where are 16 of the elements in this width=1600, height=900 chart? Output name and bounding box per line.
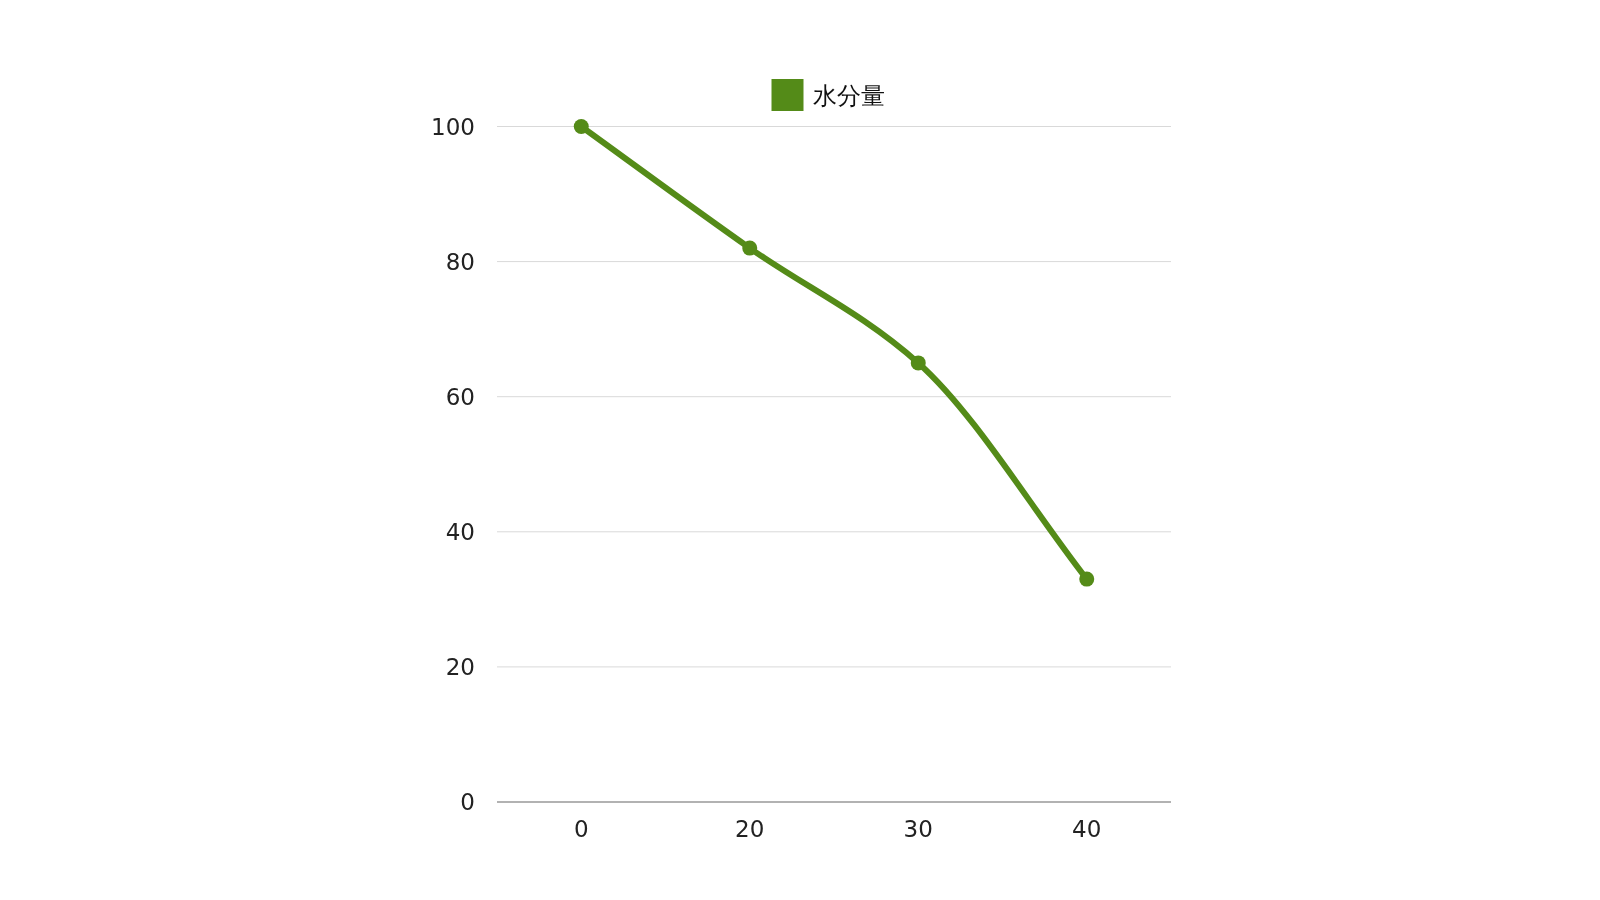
point bbox=[1079, 571, 1095, 587]
x-tick-label: 40 bbox=[1072, 816, 1102, 842]
y-tick-label: 40 bbox=[445, 518, 475, 545]
legend: 水分量 bbox=[771, 79, 885, 111]
y-tick-label: 60 bbox=[445, 383, 475, 410]
x-tick-label: 0 bbox=[573, 816, 589, 842]
point bbox=[573, 119, 589, 134]
x-tick-label: 20 bbox=[735, 816, 765, 842]
y-tick-label: 0 bbox=[460, 789, 475, 815]
y-tick-label: 80 bbox=[445, 248, 475, 275]
point bbox=[910, 355, 926, 371]
y-tick-label: 20 bbox=[445, 653, 475, 680]
point bbox=[742, 240, 758, 256]
y-tick-label: 100 bbox=[431, 113, 475, 140]
x-tick-label: 30 bbox=[903, 816, 933, 842]
legend-label: 水分量 bbox=[812, 82, 885, 110]
